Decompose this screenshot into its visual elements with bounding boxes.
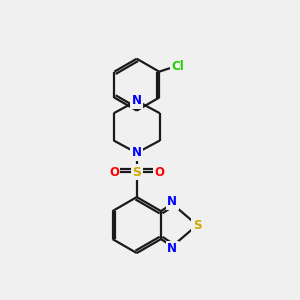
Text: N: N xyxy=(132,146,142,159)
Text: N: N xyxy=(167,195,177,208)
Text: Cl: Cl xyxy=(171,60,184,73)
Text: O: O xyxy=(154,166,164,178)
Text: S: S xyxy=(132,166,141,178)
Text: O: O xyxy=(109,166,119,178)
Text: S: S xyxy=(193,219,201,232)
Text: N: N xyxy=(167,242,177,255)
Text: N: N xyxy=(132,94,142,107)
